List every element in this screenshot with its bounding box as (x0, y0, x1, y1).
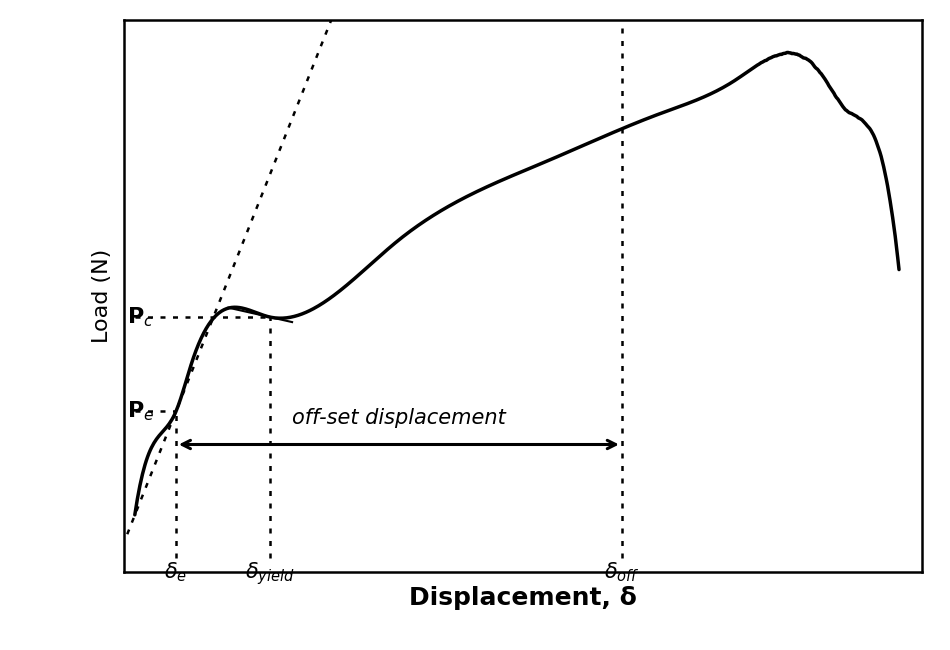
Text: P$_c$: P$_c$ (127, 306, 154, 329)
Text: P$_e$: P$_e$ (127, 400, 155, 423)
Text: $\delta_e$: $\delta_e$ (164, 560, 187, 584)
Y-axis label: Load (N): Load (N) (92, 248, 112, 343)
X-axis label: Displacement, δ: Displacement, δ (408, 586, 636, 610)
Text: off-set displacement: off-set displacement (292, 408, 505, 428)
Text: $\delta_{off}$: $\delta_{off}$ (604, 560, 639, 584)
Text: $\delta_{yield}$: $\delta_{yield}$ (245, 560, 294, 587)
